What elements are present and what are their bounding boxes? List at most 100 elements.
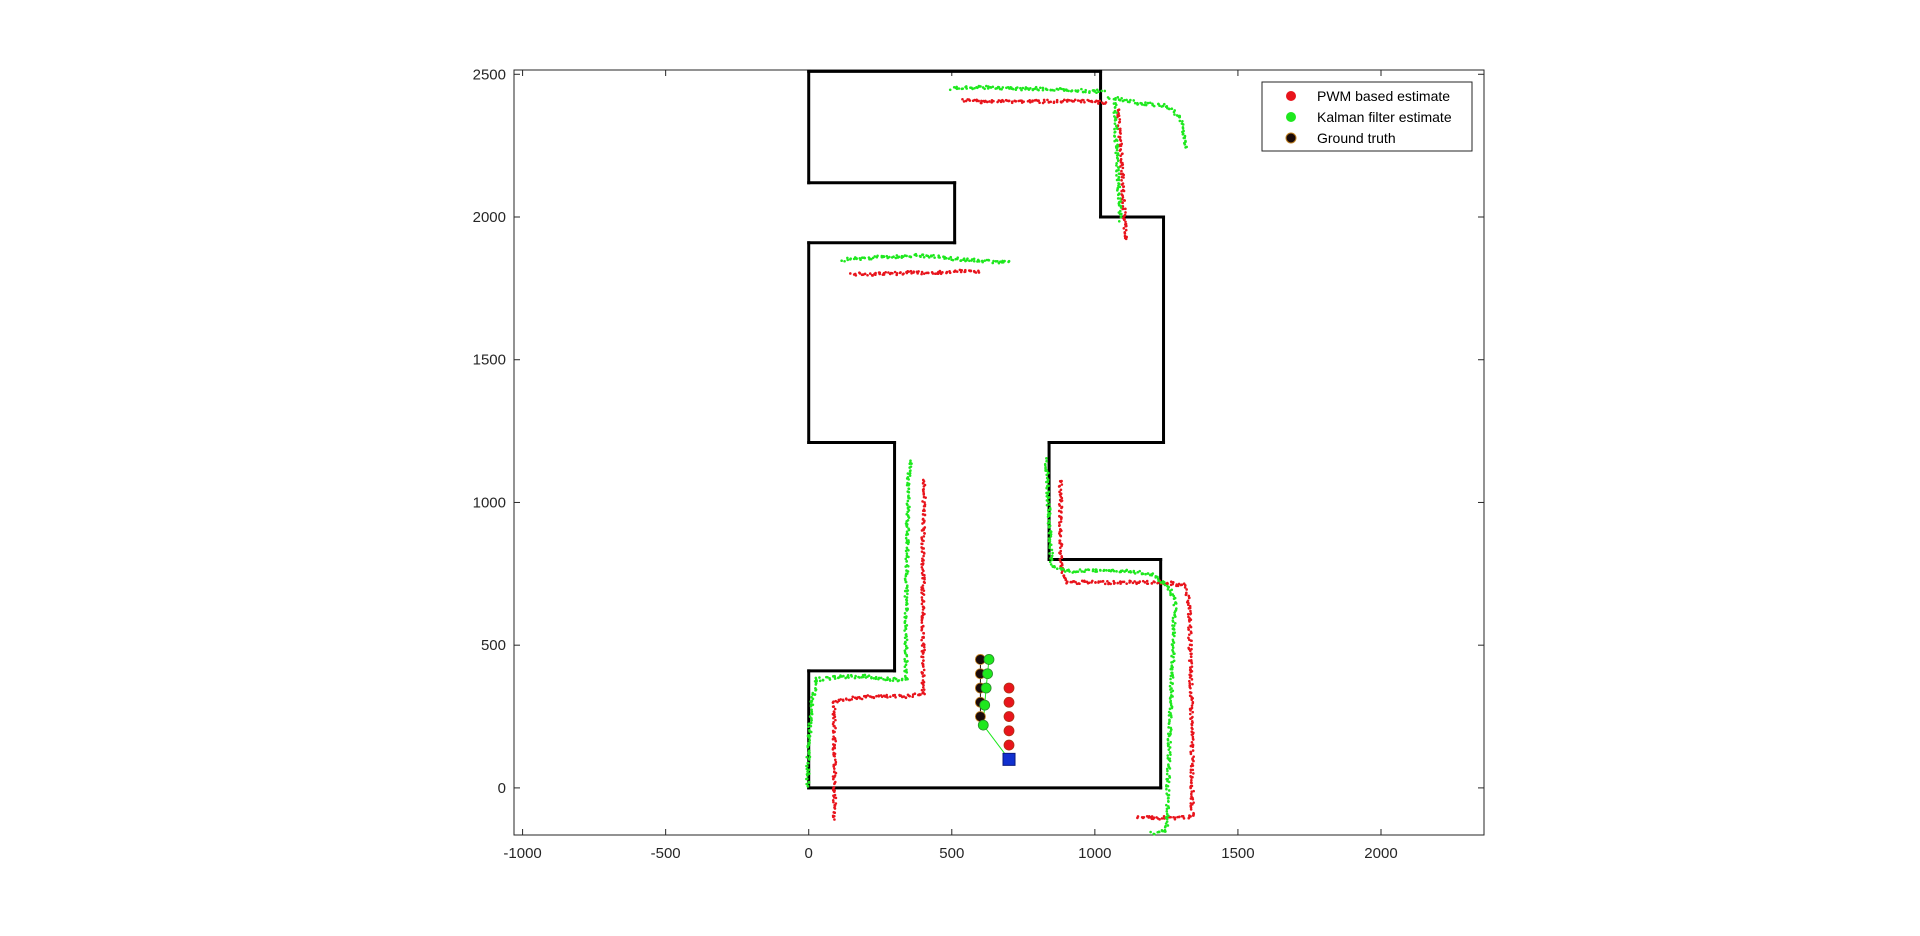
pwm-track-point xyxy=(1191,768,1195,772)
kalman-track-point xyxy=(951,258,955,262)
kalman-track-point xyxy=(1165,787,1168,791)
kalman-track-point xyxy=(1173,621,1177,625)
y-tick-label: 1500 xyxy=(473,352,506,369)
kalman-track-point xyxy=(955,87,959,91)
pwm-track-point xyxy=(1058,490,1061,494)
kalman-track-point xyxy=(882,255,886,259)
kalman-track-point xyxy=(905,584,909,587)
pwm-track-point xyxy=(1037,99,1040,102)
kalman-track-point xyxy=(809,703,813,707)
pwm-track-point xyxy=(988,100,991,103)
kalman-track-point xyxy=(1162,102,1166,106)
kalman-track-point xyxy=(1014,88,1018,92)
x-tick-label: 2000 xyxy=(1364,845,1397,862)
kalman-track-point xyxy=(1045,469,1049,473)
pwm-track-point xyxy=(1057,509,1061,513)
kalman-track-point xyxy=(1063,570,1067,573)
pwm-track-point xyxy=(1190,678,1194,681)
pwm-track-point xyxy=(920,542,924,546)
kalman-track-point xyxy=(991,85,995,89)
pwm-track-point xyxy=(1145,814,1149,818)
pwm-track-point xyxy=(923,483,927,487)
x-tick-label: 500 xyxy=(939,845,964,862)
kalman-track-point xyxy=(970,259,973,262)
kalman-track-point xyxy=(905,563,909,567)
kalman-track-point xyxy=(1174,601,1178,604)
kalman-track-point xyxy=(1173,596,1177,600)
pwm-track-point xyxy=(945,270,949,274)
kalman-track-point xyxy=(1047,500,1050,503)
pwm-track-point xyxy=(1169,580,1173,584)
pwm-track-point xyxy=(1119,158,1123,162)
pwm-track-point xyxy=(1125,224,1128,228)
y-tick-label: 1000 xyxy=(473,494,506,511)
pwm-track-point xyxy=(1059,488,1063,492)
pwm-track-point xyxy=(1059,520,1063,523)
kalman-track-point xyxy=(905,560,908,563)
pwm-track-point xyxy=(900,695,904,699)
kalman-track-point xyxy=(1115,146,1119,149)
kalman-track-point xyxy=(847,676,850,679)
pwm-track-point xyxy=(834,802,838,805)
kalman-track-point xyxy=(1091,568,1095,571)
pwm-track-point xyxy=(920,571,924,575)
y-tick-label: 2000 xyxy=(473,209,506,226)
kalman-track-point xyxy=(1168,759,1172,763)
kalman-track-point xyxy=(956,256,959,259)
pwm-track-point xyxy=(1118,135,1122,139)
pwm-track-point xyxy=(1190,764,1193,768)
kalman-track-point xyxy=(1168,746,1172,749)
kalman-track-point xyxy=(905,541,908,544)
kalman-track-point xyxy=(1112,102,1116,105)
pwm-track-point xyxy=(1183,586,1187,589)
kalman-point xyxy=(982,668,993,680)
pwm-track-point xyxy=(832,770,836,773)
pwm-track-point xyxy=(1156,581,1159,585)
pwm-track-point xyxy=(1189,768,1193,772)
pwm-track-point xyxy=(1189,609,1192,613)
pwm-track-point xyxy=(1059,480,1063,484)
pwm-track-point xyxy=(921,679,925,682)
kalman-track-point xyxy=(903,665,907,669)
pwm-track-point xyxy=(831,775,835,778)
kalman-track-point xyxy=(853,676,857,680)
pwm-track-point xyxy=(1002,100,1005,103)
kalman-track-point xyxy=(905,569,908,572)
kalman-track-point xyxy=(1171,676,1175,679)
kalman-track-point xyxy=(1084,568,1088,572)
pwm-track-point xyxy=(1184,593,1188,597)
kalman-track-point xyxy=(1116,189,1119,192)
kalman-track-point xyxy=(905,615,908,618)
kalman-track-point xyxy=(876,254,879,258)
kalman-track-point xyxy=(1171,624,1174,627)
pwm-track-point xyxy=(1098,99,1102,103)
pwm-track-point xyxy=(831,798,835,802)
pwm-track-point xyxy=(931,272,935,275)
kalman-track-point xyxy=(1169,690,1173,694)
pwm-track-point xyxy=(920,272,923,276)
kalman-track-point xyxy=(1020,88,1023,92)
kalman-track-point xyxy=(1170,654,1173,658)
kalman-track-point xyxy=(809,730,813,734)
kalman-track-point xyxy=(1113,127,1116,131)
pwm-track-point xyxy=(1189,781,1193,784)
pwm-track-point xyxy=(1187,816,1191,820)
pwm-track-point xyxy=(1068,98,1071,102)
pwm-track-point xyxy=(1172,815,1175,819)
pwm-track-point xyxy=(1184,584,1187,587)
kalman-track-point xyxy=(1095,570,1099,573)
pwm-track-point xyxy=(968,99,972,102)
kalman-track-point xyxy=(1184,146,1187,149)
kalman-track-point xyxy=(833,677,837,680)
pwm-track-point xyxy=(1118,118,1122,121)
pwm-track-point xyxy=(1058,541,1061,545)
kalman-track-point xyxy=(1173,634,1176,638)
kalman-track-point xyxy=(1142,103,1146,107)
kalman-track-point xyxy=(972,257,976,261)
pwm-track-point xyxy=(832,751,836,755)
kalman-track-point xyxy=(1076,570,1080,573)
kalman-track-point xyxy=(908,505,911,509)
pwm-track-point xyxy=(1191,745,1195,749)
start-square-marker xyxy=(1002,752,1016,766)
kalman-track-point xyxy=(805,755,809,759)
